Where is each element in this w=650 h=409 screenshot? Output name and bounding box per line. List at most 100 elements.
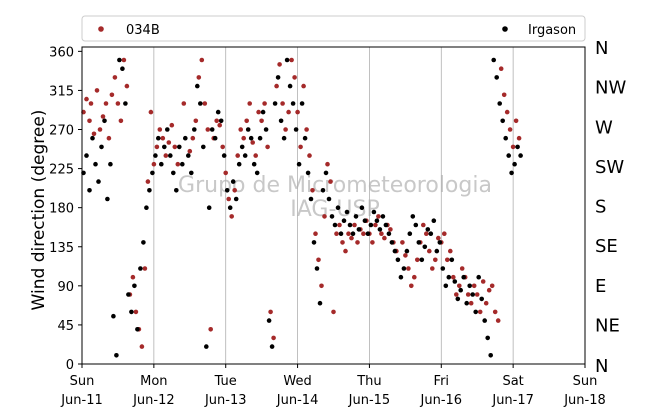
legend-label-034b: 034B — [126, 23, 160, 38]
data-point-irgason — [281, 135, 287, 141]
data-point-irgason — [218, 118, 224, 124]
data-point-irgason — [425, 227, 431, 232]
data-point-irgason — [180, 161, 185, 167]
data-point-034b — [166, 140, 172, 145]
data-point-034b — [154, 144, 160, 150]
data-point-irgason — [329, 214, 335, 219]
data-point-034b — [370, 240, 375, 245]
data-point-034b — [250, 140, 255, 145]
data-point-irgason — [198, 101, 203, 106]
data-point-irgason — [206, 205, 212, 210]
data-point-034b — [451, 274, 456, 280]
data-point-034b — [445, 257, 450, 263]
compass-label: NW — [595, 78, 626, 99]
data-point-irgason — [503, 135, 509, 141]
data-point-irgason — [494, 75, 500, 80]
data-point-irgason — [437, 240, 443, 245]
data-point-irgason — [419, 257, 425, 263]
data-point-034b — [181, 101, 187, 106]
data-point-034b — [498, 66, 504, 71]
data-point-irgason — [320, 188, 326, 193]
data-point-irgason — [287, 83, 293, 89]
data-point-034b — [486, 287, 492, 293]
compass-label: SW — [595, 157, 624, 178]
data-point-irgason — [204, 344, 209, 349]
data-point-irgason — [147, 188, 152, 193]
data-point-irgason — [87, 188, 92, 193]
data-point-034b — [106, 135, 112, 141]
data-point-034b — [433, 257, 438, 263]
y-tick-label: 315 — [49, 84, 74, 99]
data-point-irgason — [413, 222, 419, 228]
data-point-irgason — [269, 344, 275, 349]
data-point-irgason — [138, 266, 143, 271]
y-axis-label: Wind direction (degree) — [29, 110, 49, 311]
data-point-034b — [424, 231, 429, 236]
data-point-irgason — [350, 231, 356, 236]
data-point-irgason — [186, 153, 191, 158]
data-point-irgason — [293, 127, 299, 132]
data-point-034b — [259, 118, 264, 124]
data-point-irgason — [105, 196, 110, 202]
data-point-034b — [115, 101, 121, 106]
y-tick-label: 45 — [57, 319, 74, 334]
data-point-034b — [465, 292, 471, 297]
data-point-irgason — [482, 318, 488, 323]
data-point-irgason — [314, 266, 320, 271]
data-point-irgason — [491, 57, 497, 63]
data-point-034b — [516, 135, 522, 141]
data-point-034b — [331, 309, 336, 315]
data-point-034b — [160, 135, 166, 141]
data-point-034b — [322, 214, 327, 219]
data-point-034b — [310, 188, 315, 193]
data-point-034b — [190, 135, 196, 141]
data-point-034b — [169, 122, 175, 128]
x-tick-date: Jun-11 — [60, 393, 103, 408]
data-point-irgason — [515, 144, 520, 150]
data-point-irgason — [215, 109, 221, 115]
data-point-irgason — [174, 188, 179, 193]
watermark-line-2: IAG-USP — [290, 197, 379, 222]
data-point-034b — [409, 283, 414, 289]
data-point-034b — [271, 335, 276, 341]
x-tick-day: Sun — [70, 374, 95, 389]
data-point-034b — [412, 274, 417, 280]
data-point-034b — [477, 309, 483, 315]
data-point-irgason — [305, 170, 311, 176]
data-point-034b — [501, 92, 507, 98]
data-point-irgason — [401, 266, 407, 271]
data-point-034b — [121, 57, 127, 63]
data-point-irgason — [129, 309, 134, 315]
data-point-irgason — [245, 127, 251, 132]
data-point-irgason — [260, 109, 266, 115]
data-point-irgason — [233, 196, 239, 202]
data-point-irgason — [428, 231, 434, 236]
data-point-034b — [400, 240, 405, 245]
data-point-034b — [283, 127, 288, 132]
data-point-irgason — [470, 292, 476, 297]
data-point-034b — [304, 127, 309, 132]
data-point-irgason — [506, 153, 512, 158]
data-point-034b — [343, 248, 348, 254]
data-point-034b — [507, 127, 513, 132]
data-point-irgason — [224, 188, 230, 193]
data-point-irgason — [455, 296, 461, 302]
data-point-irgason — [120, 66, 125, 71]
data-point-034b — [307, 153, 312, 158]
data-point-034b — [442, 231, 447, 236]
compass-label: W — [595, 117, 613, 138]
legend-marker-irgason — [502, 26, 508, 32]
data-point-irgason — [332, 222, 338, 228]
data-point-034b — [238, 127, 243, 132]
y-tick-label: 360 — [49, 45, 74, 60]
data-point-irgason — [377, 227, 383, 232]
data-point-irgason — [227, 205, 233, 210]
data-point-irgason — [368, 222, 374, 228]
data-point-irgason — [192, 127, 197, 132]
data-point-irgason — [452, 279, 458, 284]
legend-label-irgason: Irgason — [528, 23, 576, 38]
data-point-irgason — [380, 214, 386, 219]
data-point-irgason — [338, 231, 344, 236]
data-point-irgason — [353, 214, 359, 219]
